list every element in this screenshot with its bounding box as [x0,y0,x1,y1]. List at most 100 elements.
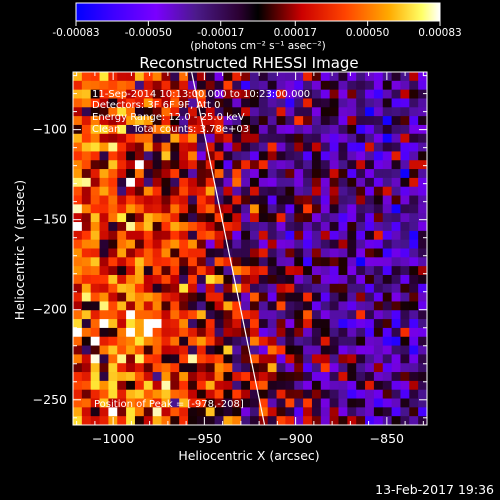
heatmap-cell [126,274,136,285]
heatmap-cell [152,89,162,99]
heatmap-cell [391,89,401,99]
heatmap-cell [179,204,189,214]
heatmap-cell [382,310,392,320]
heatmap-cell [311,327,322,338]
heatmap-cell [258,292,269,302]
heatmap-cell [418,354,427,364]
heatmap-cell [205,222,215,232]
heatmap-cell [267,230,277,241]
heatmap-cell [73,116,83,126]
heatmap-cell [188,354,198,364]
heatmap-cell [258,133,269,143]
heatmap-cell [391,266,401,276]
heatmap-cell [391,72,401,82]
heatmap-cell [303,80,313,91]
heatmap-cell [73,107,83,117]
heatmap-cell [409,354,419,364]
heatmap-cell [409,142,419,152]
heatmap-cell [99,354,109,364]
heatmap-cell [161,274,171,285]
heatmap-cell [356,319,366,329]
heatmap-cell [214,107,224,117]
heatmap-cell [347,169,357,179]
heatmap-cell [418,372,427,382]
heatmap-cell [356,124,366,135]
heatmap-cell [117,80,127,91]
heatmap-cell [108,363,118,373]
heatmap-cell [382,327,392,338]
heatmap-cell [267,283,277,294]
heatmap-cells [73,72,427,425]
heatmap-cell [81,389,92,399]
heatmap-cell [143,310,154,320]
heatmap-cell [90,380,100,391]
heatmap-cell [400,257,410,267]
heatmap-cell [329,301,339,311]
heatmap-cell [223,248,233,258]
heatmap-cell [99,319,109,329]
heatmap-cell [196,151,207,161]
heatmap-cell [241,204,251,214]
heatmap-cell [347,319,357,329]
heatmap-cell [90,89,100,99]
heatmap-cell [90,239,100,249]
heatmap-cell [81,398,92,408]
heatmap-cell [250,345,260,355]
heatmap-cell [161,380,171,391]
heatmap-cell [294,213,304,223]
heatmap-cell [232,98,242,108]
heatmap-cell [320,283,331,294]
heatmap-cell [90,336,100,346]
heatmap-cell [294,230,304,241]
heatmap-cell [161,160,171,170]
heatmap-cell [267,319,277,329]
heatmap-cell [338,407,348,417]
heatmap-cell [356,213,366,223]
heatmap-cell [409,292,419,302]
heatmap-cell [152,363,162,373]
heatmap-cell [329,389,339,399]
heatmap-cell [188,327,198,338]
heatmap-cell [232,195,242,205]
heatmap-cell [81,177,92,188]
heatmap-cell [418,177,427,188]
heatmap-cell [276,248,286,258]
heatmap-cell [329,230,339,241]
heatmap-cell [382,239,392,249]
heatmap-cell [267,310,277,320]
heatmap-cell [99,177,109,188]
heatmap-cell [391,133,401,143]
heatmap-cell [338,204,348,214]
heatmap-cell [329,363,339,373]
heatmap-cell [161,336,171,346]
heatmap-cell [241,169,251,179]
heatmap-cell [99,230,109,241]
heatmap-cell [232,222,242,232]
heatmap-cell [232,310,242,320]
heatmap-cell [356,116,366,126]
heatmap-cell [170,407,180,417]
heatmap-cell [196,319,207,329]
heatmap-cell [232,239,242,249]
heatmap-cell [391,124,401,135]
heatmap-cell [188,107,198,117]
heatmap-cell [303,222,313,232]
heatmap-cell [303,116,313,126]
heatmap-cell [214,354,224,364]
heatmap-cell [205,80,215,91]
heatmap-cell [285,372,295,382]
heatmap-cell [373,222,384,232]
heatmap-cell [382,177,392,188]
heatmap-cell [161,169,171,179]
heatmap-cell [73,195,83,205]
heatmap-cell [285,222,295,232]
heatmap-cell [320,169,331,179]
heatmap-cell [152,213,162,223]
heatmap-cell [241,213,251,223]
heatmap-cell [170,363,180,373]
heatmap-cell [311,107,322,117]
heatmap-cell [347,380,357,391]
heatmap-cell [320,380,331,391]
heatmap-cell [188,80,198,91]
heatmap-cell [276,380,286,391]
